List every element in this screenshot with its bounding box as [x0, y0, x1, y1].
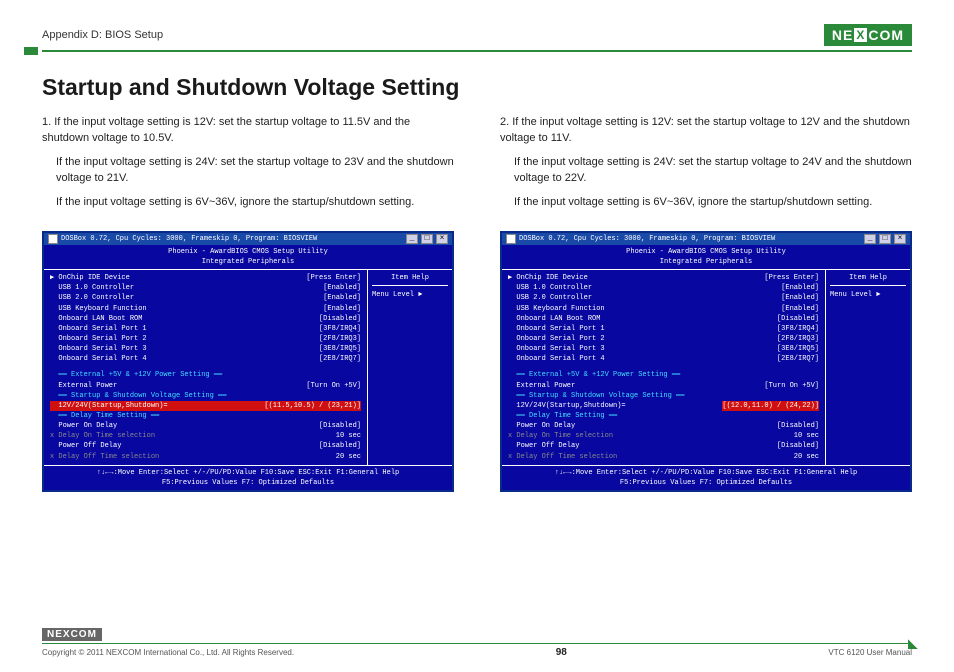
- page-number: 98: [556, 647, 567, 658]
- dosbox-titlebar: DOSBox 0.72, Cpu Cycles: 3000, Frameskip…: [502, 233, 910, 245]
- bios-screenshot-left: DOSBox 0.72, Cpu Cycles: 3000, Frameskip…: [42, 231, 454, 492]
- bios-title: Phoenix - AwardBIOS CMOS Setup Utility I…: [44, 245, 452, 269]
- left-column: 1. If the input voltage setting is 12V: …: [42, 115, 454, 492]
- manual-name: VTC 6120 User Manual: [828, 648, 912, 657]
- para: If the input voltage setting is 6V~36V, …: [42, 195, 454, 211]
- para: 2. If the input voltage setting is 12V: …: [500, 115, 912, 147]
- bios-help-panel: Item Help Menu Level ►: [826, 270, 910, 465]
- bios-footer: ↑↓←→:Move Enter:Select +/-/PU/PD:Value F…: [502, 465, 910, 490]
- bios-footer: ↑↓←→:Move Enter:Select +/-/PU/PD:Value F…: [44, 465, 452, 490]
- minimize-icon[interactable]: _: [406, 234, 418, 244]
- bios-menu[interactable]: ▶ OnChip IDE Device[Press Enter] USB 1.0…: [502, 270, 826, 465]
- footer-logo: NEXCOM: [42, 628, 102, 641]
- page-header: Appendix D: BIOS Setup NEXCOM: [42, 24, 912, 46]
- highlighted-setting[interactable]: 12V/24V(Startup,Shutdown)=[(11.5,10.5) /…: [50, 401, 361, 411]
- right-column: 2. If the input voltage setting is 12V: …: [500, 115, 912, 492]
- maximize-icon[interactable]: □: [879, 234, 891, 244]
- bios-help-panel: Item Help Menu Level ►: [368, 270, 452, 465]
- app-icon: [506, 234, 516, 244]
- appendix-title: Appendix D: BIOS Setup: [42, 29, 163, 41]
- para: If the input voltage setting is 24V: set…: [42, 155, 454, 187]
- bios-menu[interactable]: ▶ OnChip IDE Device[Press Enter] USB 1.0…: [44, 270, 368, 465]
- page-title: Startup and Shutdown Voltage Setting: [42, 74, 912, 101]
- minimize-icon[interactable]: _: [864, 234, 876, 244]
- close-icon[interactable]: ×: [436, 234, 448, 244]
- copyright: Copyright © 2011 NEXCOM International Co…: [42, 648, 294, 657]
- bios-screenshot-right: DOSBox 0.72, Cpu Cycles: 3000, Frameskip…: [500, 231, 912, 492]
- highlighted-setting[interactable]: [(12.0,11.0) / (24,22)]: [722, 401, 819, 411]
- header-rule: [42, 50, 912, 52]
- dosbox-title: DOSBox 0.72, Cpu Cycles: 3000, Frameskip…: [61, 234, 317, 244]
- para: 1. If the input voltage setting is 12V: …: [42, 115, 454, 147]
- maximize-icon[interactable]: □: [421, 234, 433, 244]
- nexcom-logo: NEXCOM: [824, 24, 912, 46]
- para: If the input voltage setting is 24V: set…: [500, 155, 912, 187]
- app-icon: [48, 234, 58, 244]
- para: If the input voltage setting is 6V~36V, …: [500, 195, 912, 211]
- bios-title: Phoenix - AwardBIOS CMOS Setup Utility I…: [502, 245, 910, 269]
- page-footer: NEXCOM Copyright © 2011 NEXCOM Internati…: [42, 624, 912, 658]
- dosbox-titlebar: DOSBox 0.72, Cpu Cycles: 3000, Frameskip…: [44, 233, 452, 245]
- close-icon[interactable]: ×: [894, 234, 906, 244]
